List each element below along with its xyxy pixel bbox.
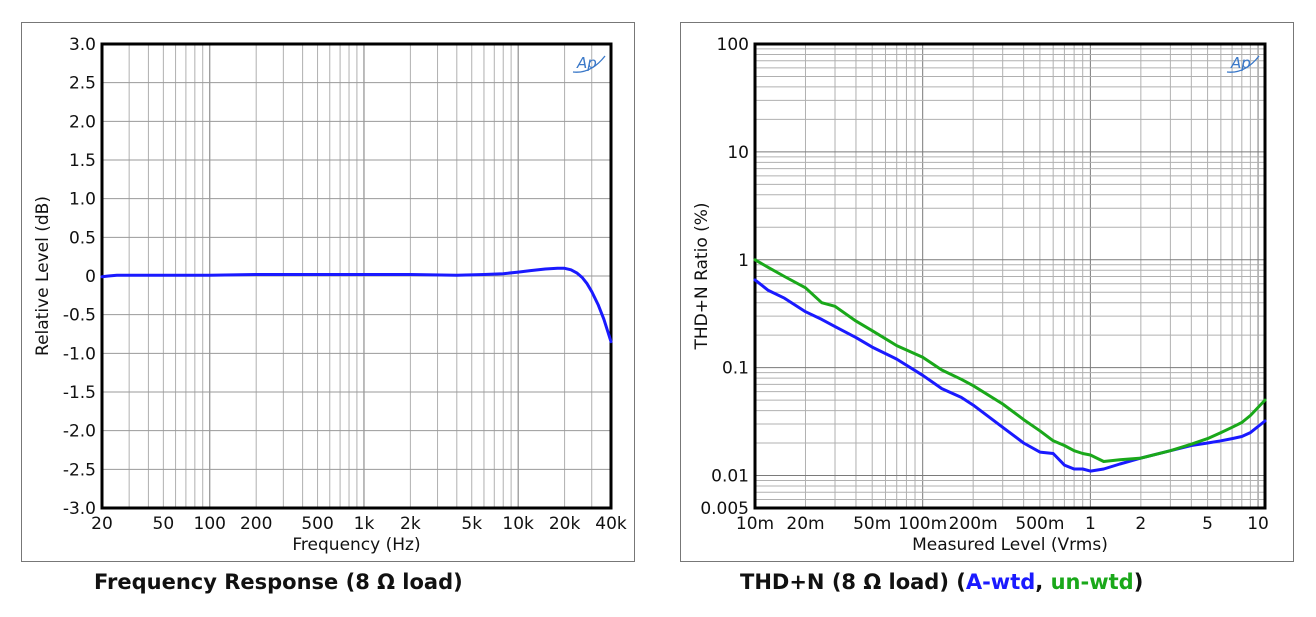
freq-response-ap-logo: Ap bbox=[576, 54, 597, 72]
freq-response-x-tick-label: 10k bbox=[502, 514, 534, 534]
thd-n-x-axis-label: Measured Level (Vrms) bbox=[912, 535, 1108, 555]
thd-n-panel: Ap 10m 20m 50m 100m 200m 500m 1 2 5 10 100 10 1 0.1 0.0… bbox=[680, 22, 1294, 562]
freq-response-y-tick-label: 3.0 bbox=[69, 35, 96, 55]
freq-response-ap-logo-swoosh bbox=[572, 55, 606, 73]
freq-response-x-tick-label: 200 bbox=[240, 514, 272, 534]
freq-response-x-tick-label: 20k bbox=[549, 514, 581, 534]
thd-n-horizontal-grid bbox=[755, 43, 1265, 509]
caption-a-wtd: A-wtd bbox=[965, 570, 1036, 594]
freq-response-x-tick-label: 100 bbox=[194, 514, 226, 534]
freq-response-y-tick-label: -1.5 bbox=[63, 383, 96, 403]
freq-response-x-tick-label: 500 bbox=[301, 514, 333, 534]
thd-n-y-tick-label: 100 bbox=[717, 35, 749, 55]
freq-response-x-tick-label: 40k bbox=[595, 514, 627, 534]
thd-n-x-tick-label: 500m bbox=[1015, 514, 1064, 534]
thd-n-ap-logo: Ap bbox=[1230, 54, 1251, 72]
thd-n-y-tick-label: 10 bbox=[727, 143, 749, 163]
freq-response-y-tick-label: 2.0 bbox=[69, 112, 96, 132]
thd-n-ap-logo-swoosh bbox=[1226, 55, 1260, 73]
thd-n-x-tick-label: 10m bbox=[736, 514, 774, 534]
thd-n-y-tick-label: 0.1 bbox=[722, 359, 749, 379]
thd-n-series-line-2 bbox=[753, 258, 1267, 463]
freq-response-x-tick-label: 2k bbox=[400, 514, 421, 534]
frequency-response-chart: Ap 20 50 100 200 500 1k 2k 5k 10k 20k 40k 3.0 2.5 2.0 1… bbox=[33, 35, 627, 555]
thd-n-chart: Ap 10m 20m 50m 100m 200m 500m 1 2 5 10 100 10 1 0.1 0.0… bbox=[692, 35, 1269, 555]
thd-n-y-tick-label: 0.01 bbox=[711, 467, 749, 487]
thd-n-y-tick-label: 0.005 bbox=[700, 499, 749, 519]
caption-un-wtd: un-wtd bbox=[1050, 570, 1134, 594]
thd-n-x-tick-label: 2 bbox=[1135, 514, 1146, 534]
freq-response-x-tick-label: 50 bbox=[153, 514, 175, 534]
caption-separator: , bbox=[1035, 570, 1051, 594]
freq-response-x-tick-label: 5k bbox=[461, 514, 482, 534]
freq-response-y-tick-label: -3.0 bbox=[63, 499, 96, 519]
freq-response-y-tick-label: 2.5 bbox=[69, 74, 96, 94]
thd-n-x-tick-label: 5 bbox=[1202, 514, 1213, 534]
freq-response-x-tick-label: 1k bbox=[354, 514, 375, 534]
freq-response-series-line-1 bbox=[100, 266, 613, 344]
thd-n-plot-frame bbox=[753, 42, 1267, 510]
thd-n-x-tick-label: 20m bbox=[786, 514, 824, 534]
thd-n-x-tick-label: 100m bbox=[898, 514, 947, 534]
freq-response-y-tick-label: 1.0 bbox=[69, 190, 96, 210]
freq-response-y-tick-label: -2.5 bbox=[63, 460, 96, 480]
caption-frequency-response: Frequency Response (8 Ω load) bbox=[94, 570, 463, 594]
frequency-response-panel: Ap 20 50 100 200 500 1k 2k 5k 10k 20k 40k 3.0 2.5 2.0 1… bbox=[21, 22, 635, 562]
freq-response-y-tick-label: -0.5 bbox=[63, 306, 96, 326]
freq-response-y-tick-label: 0 bbox=[85, 267, 96, 287]
freq-response-y-tick-label: 0.5 bbox=[69, 228, 96, 248]
thd-n-x-tick-label: 1 bbox=[1085, 514, 1096, 534]
freq-response-x-axis-label: Frequency (Hz) bbox=[292, 535, 420, 555]
thd-n-x-tick-label: 10 bbox=[1247, 514, 1269, 534]
freq-response-y-tick-label: -2.0 bbox=[63, 422, 96, 442]
thd-n-y-tick-label: 1 bbox=[738, 251, 749, 271]
freq-response-y-tick-label: 1.5 bbox=[69, 151, 96, 171]
freq-response-x-tick-label: 20 bbox=[91, 514, 113, 534]
thd-n-y-axis-label: THD+N Ratio (%) bbox=[692, 202, 712, 350]
caption-thd-n-prefix: THD+N (8 Ω load) ( bbox=[740, 570, 966, 594]
freq-response-y-tick-label: -1.0 bbox=[63, 344, 96, 364]
caption-thd-n-suffix: ) bbox=[1133, 570, 1144, 594]
caption-thd-n: THD+N (8 Ω load) (A-wtd, un-wtd) bbox=[740, 570, 1143, 594]
thd-n-series-line-1 bbox=[753, 278, 1267, 473]
thd-n-x-tick-label: 200m bbox=[949, 514, 998, 534]
thd-n-x-tick-label: 50m bbox=[853, 514, 891, 534]
freq-response-y-axis-label: Relative Level (dB) bbox=[33, 196, 53, 356]
